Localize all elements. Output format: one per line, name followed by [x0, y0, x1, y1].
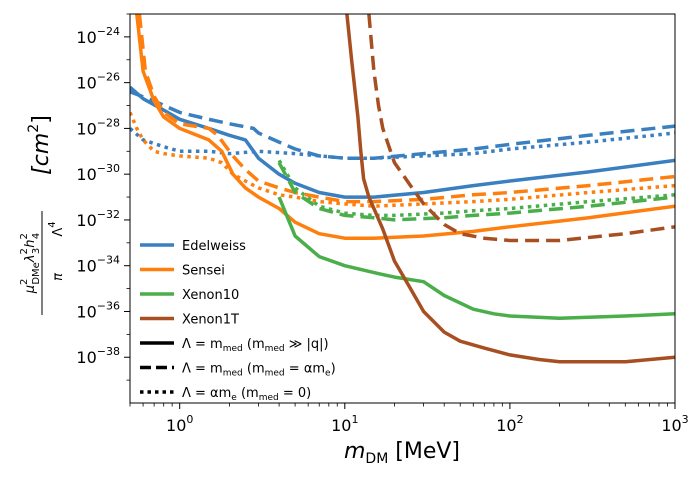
- y-h-sup: 2: [19, 233, 30, 239]
- y-h-sub: 4: [31, 233, 42, 239]
- y-unit-close: ]: [29, 115, 54, 124]
- series-xenon10-dashed: [277, 161, 675, 222]
- y-lambda: λ: [23, 254, 38, 263]
- ticks-layer: 100 101 102 103 10−24 10−26 10−28 10−30 10−32 10−…: [76, 13, 689, 435]
- legend-label: Λ = mmed (mmed = αme): [182, 362, 336, 379]
- series-edelweiss-dashed: [130, 90, 675, 160]
- y-axis-numerator: μ2DMeλ23h24: [19, 233, 42, 295]
- series-layer: [130, 14, 675, 364]
- legend-label: Edelweiss: [182, 239, 246, 254]
- series-edelweiss-dotted: [130, 127, 675, 160]
- y-Lambda-sup: 4: [47, 221, 58, 227]
- legend-label: Sensei: [182, 264, 225, 279]
- x-axis-title-main: m: [344, 439, 365, 464]
- y-lambda-sub: 3: [31, 248, 42, 254]
- y-tick-label: 10−26: [76, 71, 120, 93]
- y-tick-label: 10−32: [76, 208, 120, 230]
- series-edelweiss-solid: [130, 85, 675, 199]
- x-axis-title-sub: DM: [365, 451, 388, 467]
- y-tick-label: 10−24: [76, 25, 120, 47]
- y-axis-title: μ2DMeλ23h24 π Λ4 [cm2]: [19, 115, 66, 315]
- y-unit-sup: 2: [26, 124, 42, 133]
- series-xenon10-dotted: [277, 159, 675, 218]
- y-mu-sub: DMe: [31, 262, 42, 284]
- y-unit-main: [cm: [29, 133, 54, 175]
- legend-label: Λ = mmed (mmed ≫ |q|): [182, 337, 329, 354]
- series-xenon1t-solid: [345, 14, 675, 364]
- series-sensei-solid: [135, 14, 675, 240]
- y-tick-label: 10−30: [76, 162, 120, 184]
- x-tick-label: 100: [166, 413, 193, 435]
- legend-label: Xenon10: [182, 288, 239, 303]
- x-tick-label: 103: [661, 413, 688, 435]
- legend: Edelweiss Sensei Xenon10 Xenon1T Λ = mmed (m…: [140, 239, 336, 403]
- legend-label: Xenon1T: [182, 313, 239, 328]
- y-pi: π: [51, 273, 66, 281]
- series-xenon10-solid: [277, 196, 675, 321]
- y-tick-label: 10−36: [76, 299, 120, 321]
- x-tick-label: 102: [496, 413, 523, 435]
- y-mu-sup: 2: [19, 279, 30, 285]
- y-Lambda4: Λ4: [47, 221, 66, 236]
- legend-label: Λ = αme (mmed = 0): [182, 386, 311, 403]
- y-mu: μ: [23, 285, 38, 294]
- series-xenon1t-dashed: [367, 14, 675, 243]
- x-axis-title-unit: [MeV]: [388, 439, 460, 464]
- series-sensei-dashed: [137, 14, 675, 204]
- y-tick-label: 10−38: [76, 345, 120, 367]
- series-sensei-dotted: [130, 111, 675, 208]
- y-lambda-sup: 2: [19, 248, 30, 254]
- y-Lambda: Λ: [51, 228, 66, 237]
- x-axis-title: mDM [MeV]: [344, 439, 460, 467]
- y-axis-unit: [cm2]: [26, 115, 54, 175]
- y-tick-label: 10−28: [76, 116, 120, 138]
- x-tick-label: 101: [331, 413, 358, 435]
- plot-frame: [129, 13, 676, 404]
- y-h: h: [23, 239, 38, 247]
- y-tick-label: 10−34: [76, 254, 120, 276]
